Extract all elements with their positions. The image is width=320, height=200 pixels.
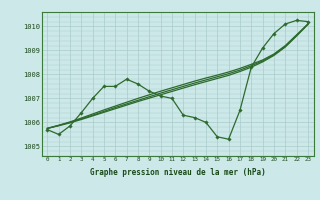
X-axis label: Graphe pression niveau de la mer (hPa): Graphe pression niveau de la mer (hPa)	[90, 168, 266, 177]
